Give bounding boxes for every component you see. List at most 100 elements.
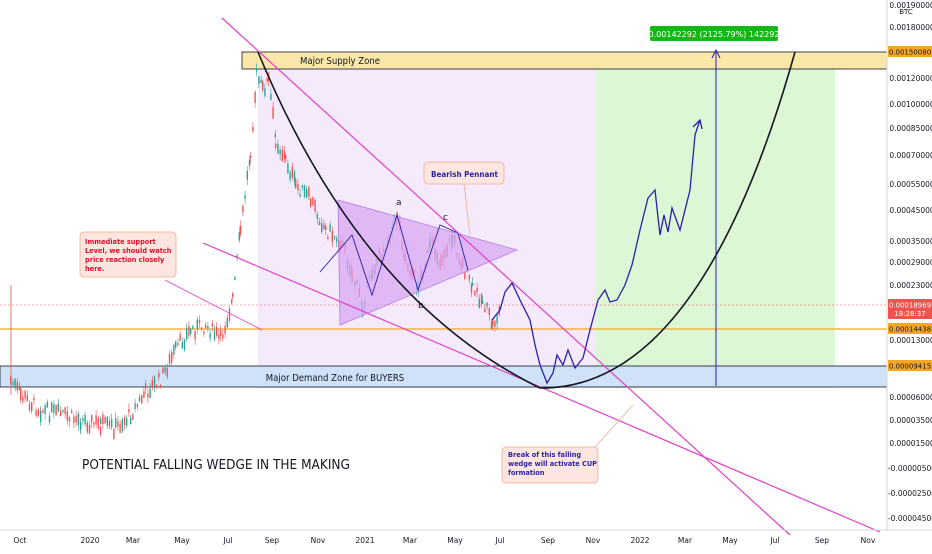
candle-body <box>46 401 48 408</box>
demand-zone-label: Major Demand Zone for BUYERS <box>266 373 404 384</box>
point-c-label: c <box>443 213 448 223</box>
candle-body <box>244 194 246 199</box>
wedge-note: Break of this falling wedge will activat… <box>508 450 599 477</box>
candle-body <box>205 324 207 329</box>
candle-body <box>64 407 66 415</box>
candle-body <box>121 419 123 432</box>
candle-body <box>314 199 316 212</box>
candle-body <box>232 293 234 298</box>
price-badge-value: 0.00014438 <box>889 326 931 334</box>
candle-body <box>84 414 86 425</box>
x-tick-label: Sep <box>815 536 829 545</box>
projection-path <box>491 119 701 385</box>
candle-body <box>308 187 310 197</box>
candle-body <box>325 225 327 230</box>
candle-body <box>128 409 130 413</box>
candle-body <box>236 255 238 259</box>
candle-body <box>175 341 177 348</box>
candle-body <box>329 224 331 232</box>
x-tick-label: May <box>174 536 190 545</box>
candle-body <box>97 417 99 429</box>
candle-body <box>108 420 111 427</box>
candle-body <box>31 402 33 412</box>
y-tick-label: 0.00029000 <box>889 258 932 267</box>
candle-body <box>299 194 301 197</box>
candle-body <box>240 225 242 235</box>
candle-body <box>297 183 299 191</box>
candle-body <box>474 291 476 296</box>
candle-body <box>22 396 24 402</box>
candle-body <box>71 410 73 414</box>
candle-body <box>303 185 306 197</box>
x-tick-label: 2020 <box>80 536 99 545</box>
candle-body <box>44 405 46 415</box>
candle-body <box>196 319 198 329</box>
candle-body <box>482 300 484 304</box>
x-tick-label: Mar <box>678 536 693 545</box>
candle-body <box>134 403 136 409</box>
candle-body <box>492 318 494 326</box>
x-tick-label: Sep <box>541 536 555 545</box>
candle-body <box>16 381 18 391</box>
candle-body <box>188 325 190 336</box>
candle-body <box>480 293 483 304</box>
candle-body <box>24 390 26 399</box>
y-tick-label: 0.00055000 <box>889 180 932 189</box>
candle-body <box>203 331 205 334</box>
price-badge-time: 18:28:37 <box>894 310 925 318</box>
supply-zone-label: Major Supply Zone <box>300 56 380 67</box>
candle-body <box>48 415 51 423</box>
candle-body <box>220 330 222 336</box>
candle-body <box>57 404 59 412</box>
candle-body <box>186 328 188 340</box>
y-tick-label: 0.00003500 <box>889 416 932 425</box>
candle-body <box>194 331 196 340</box>
candle-body <box>266 78 268 82</box>
point-b-label: b <box>418 301 424 311</box>
candle-body <box>190 328 192 334</box>
support-pointer-line <box>164 279 263 331</box>
candle-body <box>488 308 490 316</box>
y-tick-label: 0.00023000 <box>889 281 932 290</box>
x-tick-label: Mar <box>403 536 418 545</box>
candle-body <box>12 381 14 385</box>
candle-body <box>60 410 62 416</box>
candle-body <box>496 315 498 324</box>
candle-body <box>156 385 158 388</box>
candle-body <box>228 308 231 321</box>
candle-body <box>104 417 106 424</box>
candle-body <box>143 391 145 398</box>
candle-body <box>132 414 134 420</box>
projection-arrowhead <box>692 118 703 130</box>
candle-body <box>201 327 203 330</box>
candle-body <box>216 327 218 336</box>
x-tick-label: 2021 <box>355 536 374 545</box>
candle-body <box>238 232 240 241</box>
candle-body <box>295 179 297 189</box>
time-axis[interactable]: Oct 2020 Mar May Jul Sep Nov 2021 Mar May Jul Sep No… <box>14 536 876 545</box>
candle-body <box>209 333 211 339</box>
currency-label: BTC <box>899 8 913 16</box>
candle-body <box>248 159 251 166</box>
x-tick-label: Nov <box>311 536 326 545</box>
x-tick-label: Nov <box>861 536 876 545</box>
pennant-pointer <box>463 183 471 236</box>
wedge-note-box <box>501 446 599 484</box>
candle-body <box>88 424 91 434</box>
candle-body <box>141 395 143 404</box>
candle-body <box>333 236 336 239</box>
price-badge-value: 0.00150080 <box>889 49 931 57</box>
candle-body <box>91 414 93 423</box>
candle-body <box>306 188 308 198</box>
candle-body <box>68 416 71 422</box>
price-axis[interactable]: 0.00190000 0.00180000 0.00120000 0.00100000… <box>888 1 932 523</box>
candle-body <box>158 372 160 378</box>
candle-body <box>40 410 42 423</box>
candle-body <box>198 319 201 324</box>
candle-body <box>486 302 488 307</box>
candle-body <box>291 166 293 178</box>
candle-body <box>106 416 108 426</box>
candle-body <box>99 426 102 435</box>
candle-body <box>66 411 68 421</box>
candle-body <box>256 68 258 72</box>
